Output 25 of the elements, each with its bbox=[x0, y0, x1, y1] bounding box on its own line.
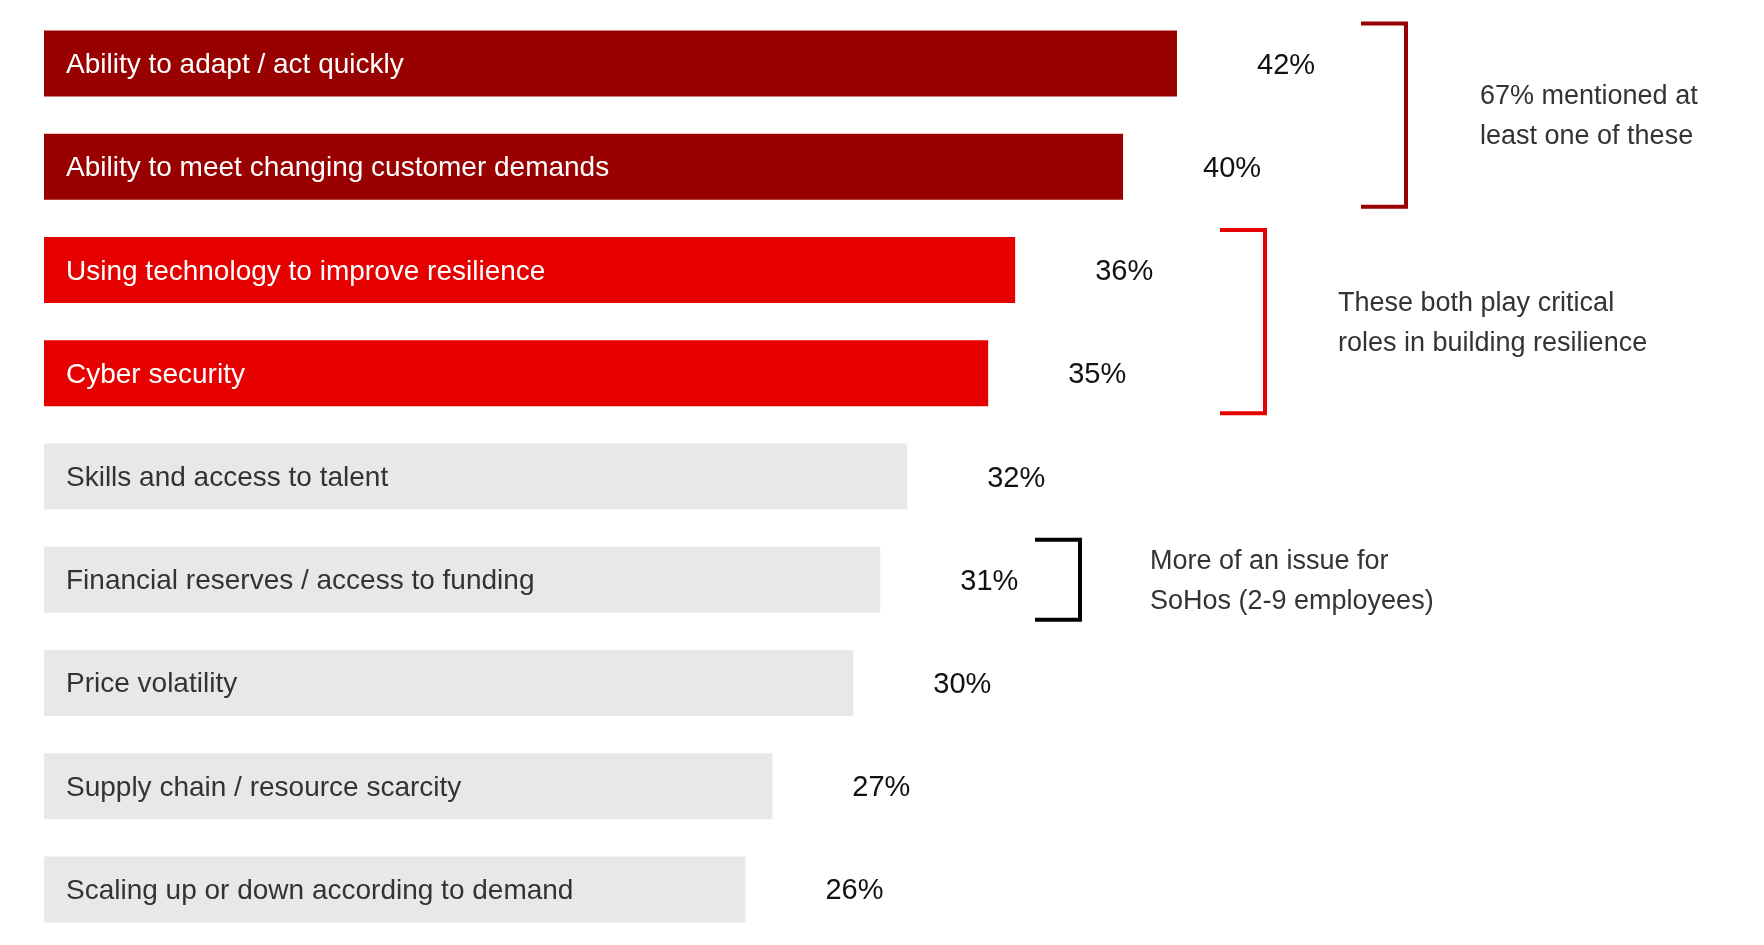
text: 67% mentioned at least one of these bbox=[1480, 79, 1699, 153]
y-tick-label: Using technology to improve resilience bbox=[66, 254, 546, 286]
data-label: 40% bbox=[1203, 150, 1262, 183]
y-tick-label: Skills and access to talent bbox=[66, 461, 389, 492]
y-tick-label: Scaling up or down according to demand bbox=[66, 873, 574, 905]
y-tick-label: Ability to meet changing customer demands bbox=[66, 151, 610, 183]
text: These both play critical roles in building resilience bbox=[1338, 285, 1649, 359]
y-tick-label: Supply chain / resource scarcity bbox=[66, 770, 462, 802]
y-tick-label: Price volatility bbox=[66, 667, 238, 699]
data-label: 27% bbox=[852, 770, 911, 803]
bar bbox=[44, 30, 1177, 97]
data-label: 31% bbox=[960, 563, 1019, 596]
data-label: 32% bbox=[987, 460, 1046, 493]
y-tick-label: Ability to adapt / act quickly bbox=[66, 48, 404, 80]
bar bbox=[44, 237, 1016, 304]
bar bbox=[44, 133, 1124, 200]
data-label: 35% bbox=[1068, 357, 1127, 390]
y-tick-label: Financial reserves / access to funding bbox=[66, 564, 535, 596]
annotation: More of an issue for SoHos (2-9 employees) bbox=[1150, 543, 1435, 617]
data-label: 36% bbox=[1095, 254, 1154, 287]
y-tick-label: Cyber security bbox=[66, 357, 245, 389]
data-label: 30% bbox=[933, 666, 992, 699]
data-label: 26% bbox=[825, 873, 884, 906]
bar bbox=[44, 340, 989, 407]
data-label: 42% bbox=[1257, 47, 1316, 80]
